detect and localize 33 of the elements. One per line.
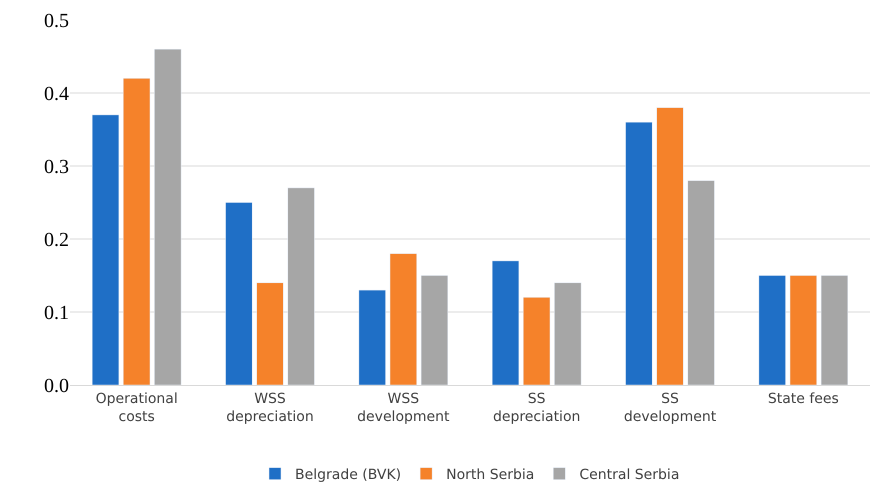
bar [92, 114, 120, 385]
bar [358, 290, 386, 385]
y-tick-label: 0.5 [44, 10, 69, 32]
x-tick-label: SS depreciation [492, 390, 580, 425]
bar [420, 275, 448, 385]
bar [492, 260, 520, 385]
bar [256, 282, 284, 385]
bar [123, 78, 150, 385]
bar [288, 188, 315, 385]
y-tick-label: 0.3 [44, 156, 69, 178]
bar [688, 180, 715, 385]
x-tick-label: WSS depreciation [226, 390, 314, 425]
y-tick-label: 0.0 [44, 375, 69, 397]
bar [154, 48, 182, 385]
legend-label: Central Serbia [579, 467, 680, 484]
bar [523, 297, 550, 385]
y-tick-label: 0.1 [44, 302, 69, 324]
x-tick-label: WSS development [357, 390, 450, 425]
bar [390, 253, 417, 385]
bar [758, 275, 786, 385]
legend-label: North Serbia [446, 467, 534, 484]
legend-label: Belgrade (BVK) [295, 467, 402, 484]
x-tick-label: State fees [768, 390, 839, 407]
y-tick-label: 0.4 [44, 83, 69, 105]
bar [625, 122, 652, 385]
bar [820, 275, 848, 385]
x-tick-label: Operational costs [96, 390, 178, 425]
bar [790, 275, 817, 385]
bar [656, 107, 684, 385]
y-tick-label: 0.2 [44, 229, 69, 251]
bar [225, 202, 252, 385]
bar [554, 282, 582, 385]
x-tick-label: SS development [624, 390, 717, 425]
